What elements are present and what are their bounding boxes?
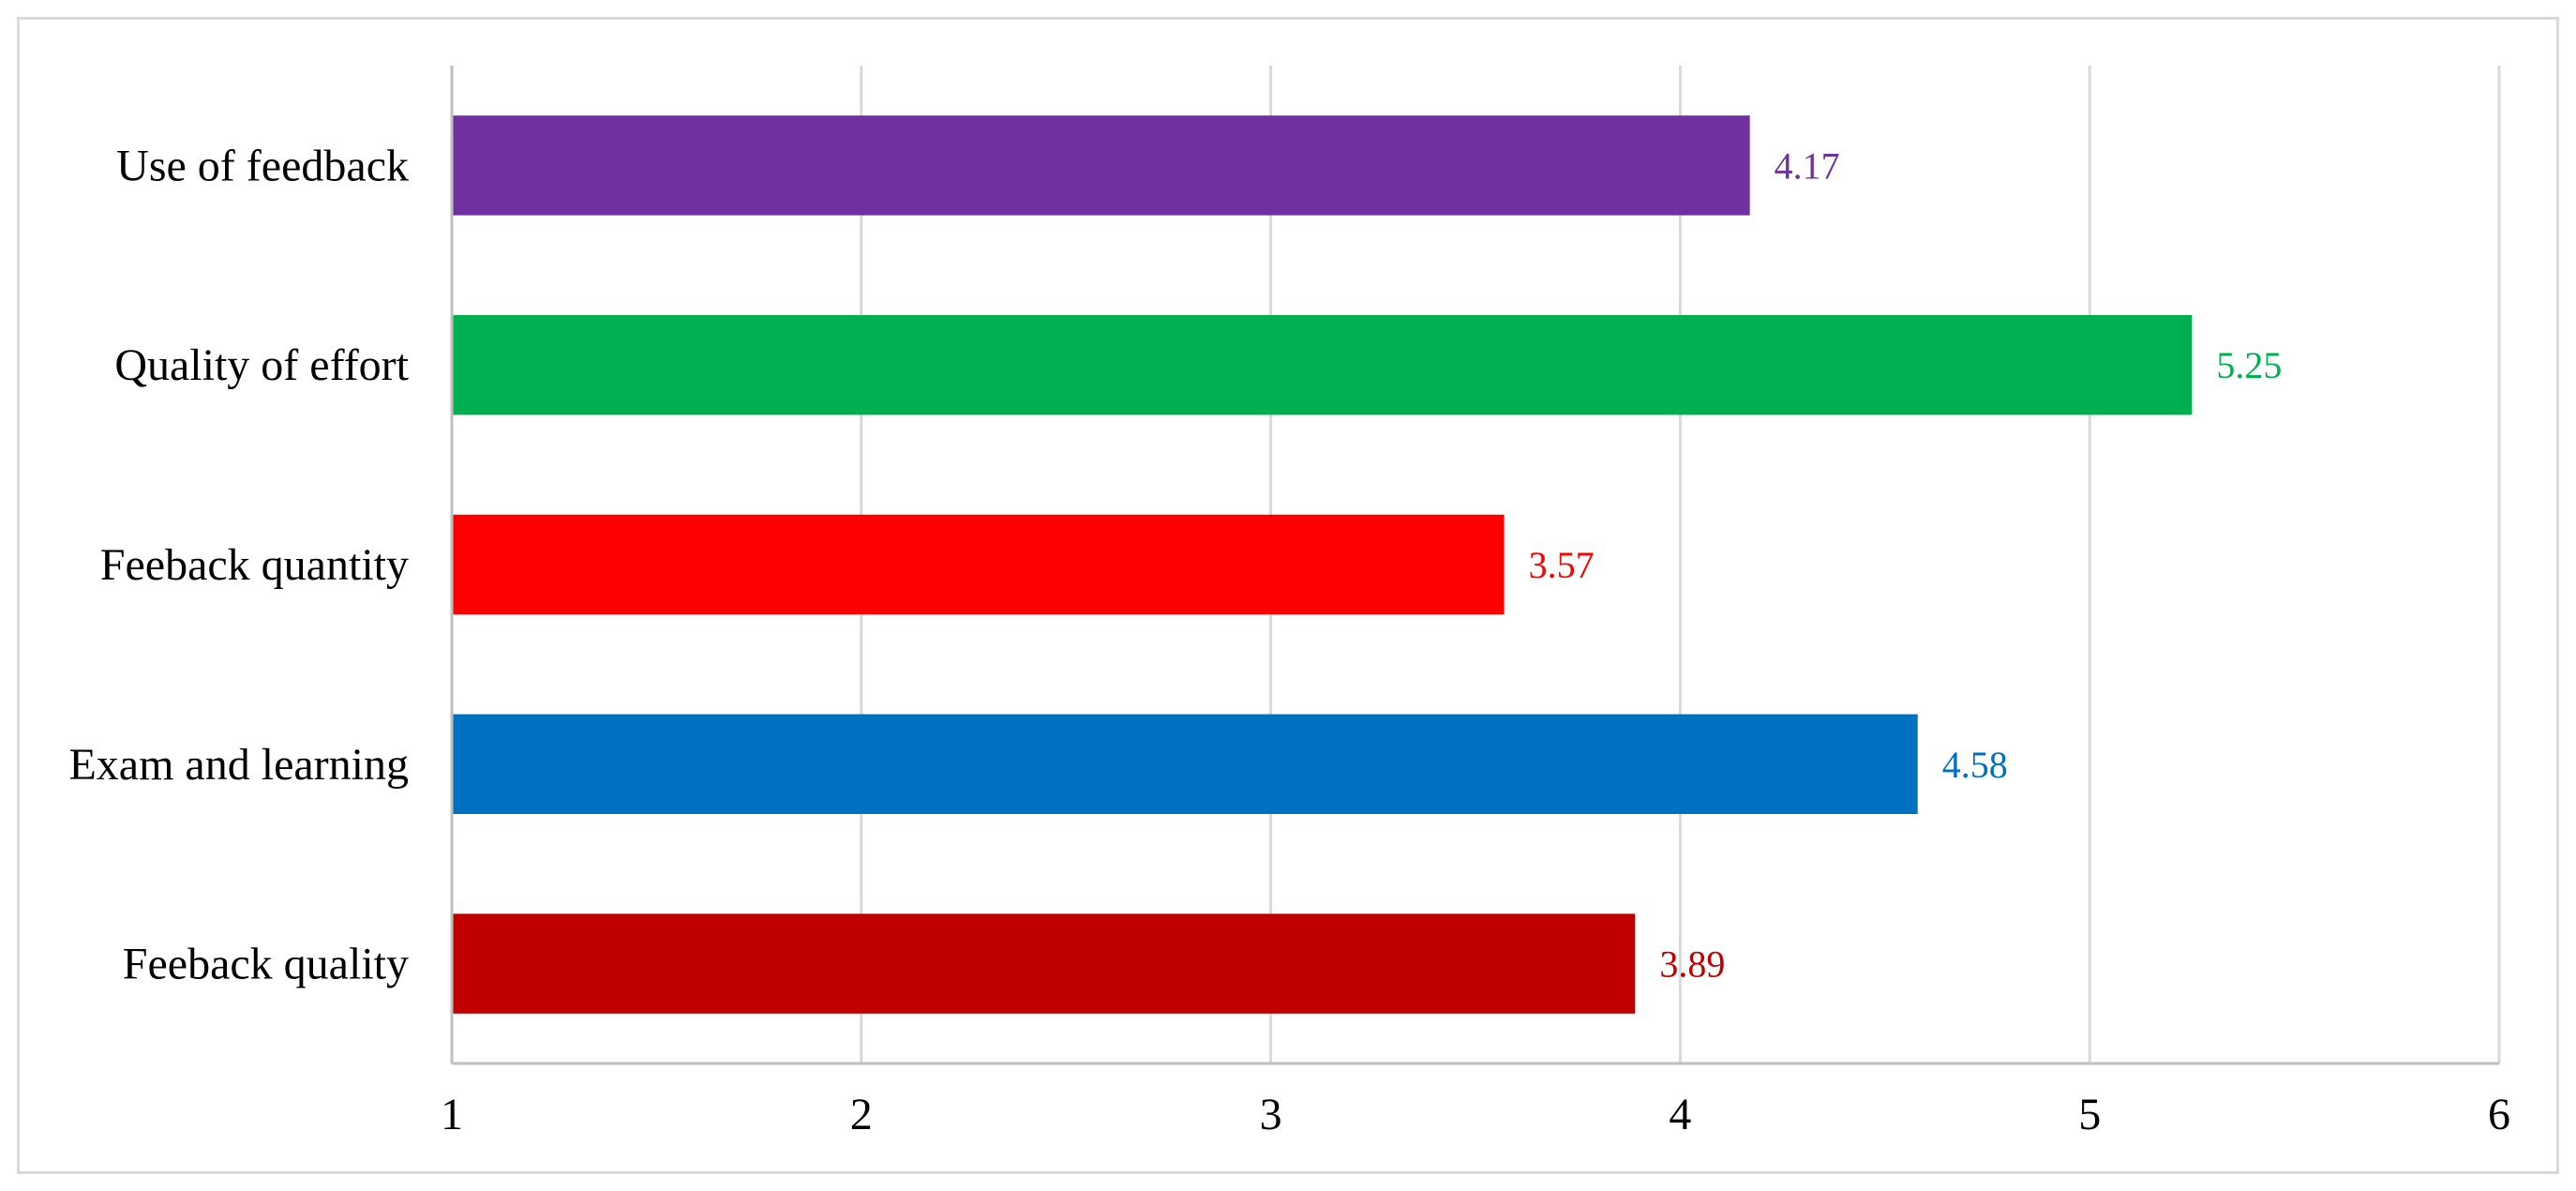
bar-4 bbox=[452, 714, 1918, 814]
bar-2 bbox=[452, 315, 2193, 415]
category-label-3: Feeback quantity bbox=[100, 540, 409, 590]
bar-5 bbox=[452, 913, 1636, 1014]
x-tick-label-5: 5 bbox=[2078, 1090, 2101, 1139]
data-label-4: 4.58 bbox=[1942, 744, 2008, 786]
category-label-1: Use of feedback bbox=[116, 141, 409, 190]
bar-3 bbox=[452, 514, 1505, 615]
category-label-4: Exam and learning bbox=[68, 740, 409, 790]
x-tick-label-1: 1 bbox=[441, 1090, 463, 1139]
data-label-5: 3.89 bbox=[1659, 943, 1725, 986]
category-label-2: Quality of effort bbox=[114, 340, 409, 390]
bar-1 bbox=[452, 115, 1750, 216]
data-label-1: 4.17 bbox=[1775, 144, 1840, 187]
data-label-3: 3.57 bbox=[1529, 544, 1595, 586]
x-tick-label-4: 4 bbox=[1669, 1090, 1691, 1139]
x-tick-label-3: 3 bbox=[1260, 1090, 1282, 1139]
x-tick-label-6: 6 bbox=[2488, 1090, 2510, 1139]
axes bbox=[450, 66, 2499, 1065]
labels: 1 2 3 4 5 6 Use of feedback 4.17 Quality of effo… bbox=[68, 141, 2510, 1139]
category-label-5: Feeback quality bbox=[123, 940, 409, 989]
bars bbox=[452, 115, 2193, 1014]
data-label-2: 5.25 bbox=[2216, 344, 2282, 386]
x-tick-label-2: 2 bbox=[850, 1090, 873, 1139]
